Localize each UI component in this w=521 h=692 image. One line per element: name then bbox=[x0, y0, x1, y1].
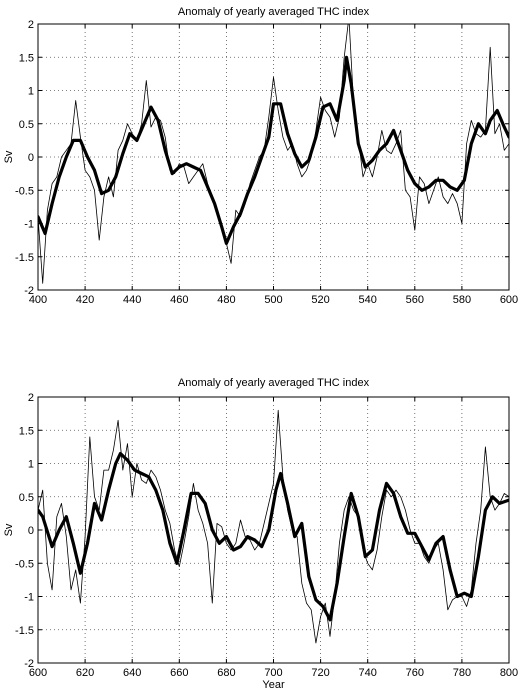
y-tick-label: -1.5 bbox=[15, 625, 34, 637]
y-axis-label: Sv bbox=[3, 523, 15, 536]
chart-panel-2: 600 620 640 660 680 700 720 740 760 780 800 -2 -1.5 -… bbox=[3, 377, 518, 691]
y-tick-label: 0 bbox=[28, 525, 34, 537]
y-tick-label: 2 bbox=[28, 19, 34, 31]
x-tick-label: 460 bbox=[170, 294, 188, 306]
x-tick-label: 600 bbox=[29, 667, 47, 679]
x-tick-label: 560 bbox=[406, 294, 424, 306]
x-tick-label: 740 bbox=[359, 667, 377, 679]
x-tick-label: 780 bbox=[453, 667, 471, 679]
x-tick-label: 480 bbox=[217, 294, 235, 306]
y-tick-label: 2 bbox=[28, 392, 34, 404]
x-tick-label: 520 bbox=[311, 294, 329, 306]
chart-panel-1: 400 420 440 460 480 500 520 540 560 580 600 -2 -1.5 -… bbox=[3, 6, 518, 306]
x-tick-label: 720 bbox=[311, 667, 329, 679]
y-tick-label: 0.5 bbox=[19, 492, 34, 504]
x-tick-label: 680 bbox=[217, 667, 235, 679]
y-tick-label: -0.5 bbox=[15, 558, 34, 570]
x-axis-label: Year bbox=[262, 679, 285, 691]
y-tick-label: -1 bbox=[24, 219, 34, 231]
y-tick-label: 1.5 bbox=[19, 52, 34, 64]
x-tick-label: 640 bbox=[123, 667, 141, 679]
x-tick-label: 400 bbox=[29, 294, 47, 306]
x-tick-label: 800 bbox=[500, 667, 518, 679]
x-tick-label: 500 bbox=[264, 294, 282, 306]
y-tick-label: -2 bbox=[24, 285, 34, 297]
x-tick-label: 420 bbox=[76, 294, 94, 306]
y-axis-label: Sv bbox=[3, 150, 15, 163]
x-tick-label: 760 bbox=[406, 667, 424, 679]
x-tick-label: 440 bbox=[123, 294, 141, 306]
y-tick-label: -2 bbox=[24, 658, 34, 670]
series-line-raw bbox=[38, 24, 509, 284]
chart-title: Anomaly of yearly averaged THC index bbox=[178, 377, 370, 389]
y-tick-label: 0.5 bbox=[19, 119, 34, 131]
y-tick-label: 0 bbox=[28, 152, 34, 164]
x-tick-label: 600 bbox=[500, 294, 518, 306]
x-tick-label: 620 bbox=[76, 667, 94, 679]
series-line-smoothed bbox=[38, 55, 509, 245]
y-tick-label: -1 bbox=[24, 592, 34, 604]
series-line-smoothed bbox=[38, 451, 509, 622]
x-tick-label: 580 bbox=[453, 294, 471, 306]
x-tick-label: 660 bbox=[170, 667, 188, 679]
y-tick-label: 1 bbox=[28, 86, 34, 98]
x-tick-label: 540 bbox=[359, 294, 377, 306]
y-tick-label: -0.5 bbox=[15, 185, 34, 197]
y-tick-label: 1.5 bbox=[19, 425, 34, 437]
chart-title: Anomaly of yearly averaged THC index bbox=[178, 6, 370, 18]
y-tick-label: -1.5 bbox=[15, 252, 34, 264]
y-tick-label: 1 bbox=[28, 459, 34, 471]
x-tick-label: 700 bbox=[264, 667, 282, 679]
